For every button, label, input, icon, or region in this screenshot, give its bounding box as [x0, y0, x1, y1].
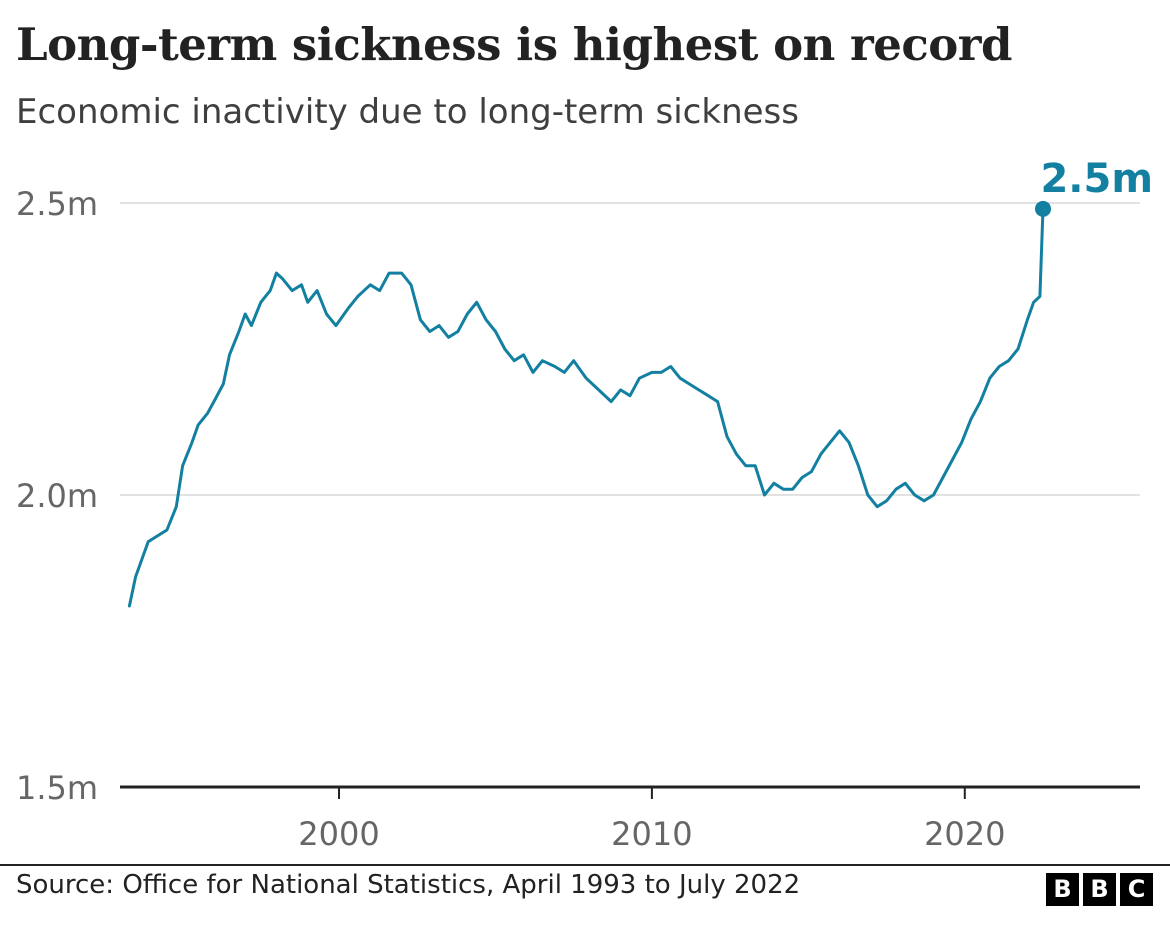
y-tick-label: 2.0m — [16, 477, 98, 515]
footer-divider — [0, 864, 1170, 866]
source-note: Source: Office for National Statistics, … — [16, 870, 801, 900]
chart-title: Long-term sickness is highest on record — [16, 18, 1012, 71]
bbc-logo-letter-b1: B — [1046, 873, 1079, 906]
latest-value-label: 2.5m — [1040, 156, 1153, 202]
x-tick-label: 2020 — [924, 815, 1005, 853]
bbc-logo: B B C — [1046, 873, 1153, 906]
chart-subtitle: Economic inactivity due to long-term sic… — [16, 92, 799, 132]
y-tick-label: 2.5m — [16, 185, 98, 223]
latest-value-dot — [1035, 200, 1052, 217]
axes: 2.5m 2.0m 1.5m 2000 2010 2020 — [16, 185, 1140, 853]
line-chart: 2.5m 2.0m 1.5m 2000 2010 2020 2.5m — [16, 156, 1153, 853]
bbc-logo-letter-c: C — [1120, 873, 1153, 906]
x-tick-label: 2010 — [611, 815, 692, 853]
series-layer — [127, 207, 1045, 608]
bbc-logo-letter-b2: B — [1083, 873, 1116, 906]
annotation-layer: 2.5m — [1035, 156, 1153, 217]
x-tick-label: 2000 — [298, 815, 379, 853]
series-line — [127, 207, 1045, 608]
y-tick-label: 1.5m — [16, 769, 98, 807]
gridlines — [120, 202, 1140, 496]
